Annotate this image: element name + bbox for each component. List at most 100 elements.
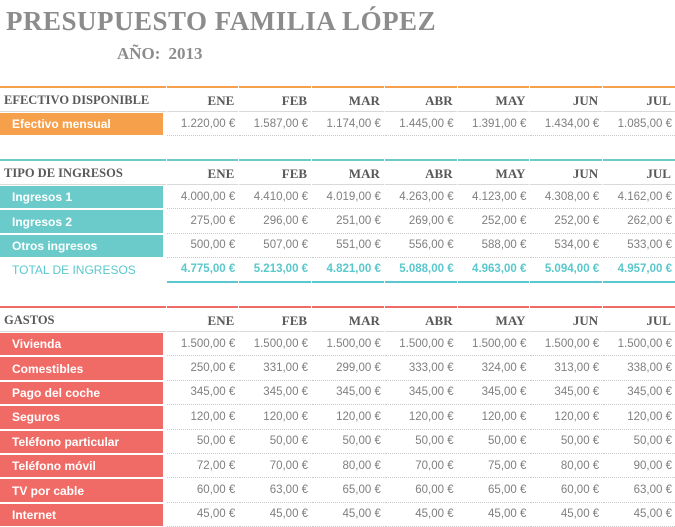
value-cell[interactable]: 4.019,00 € [312,185,384,210]
value-cell[interactable]: 1.500,00 € [312,332,384,357]
expenses-row-label[interactable]: Teléfono móvil [0,454,163,478]
value-cell[interactable]: 1.174,00 € [312,112,384,137]
value-cell[interactable]: 4.162,00 € [603,185,675,210]
value-cell[interactable]: 45,00 € [166,503,239,527]
expenses-label-cell[interactable]: Teléfono particular [0,430,166,454]
value-cell[interactable]: 63,00 € [603,478,675,503]
value-cell[interactable]: 70,00 € [384,454,457,479]
value-cell[interactable]: 80,00 € [530,454,603,479]
year-value[interactable]: 2013 [168,44,203,63]
income-label-cell[interactable]: Otros ingresos [0,234,166,258]
expenses-label-cell[interactable]: Comestibles [0,356,166,380]
value-cell[interactable]: 338,00 € [603,356,675,381]
value-cell[interactable]: 1.500,00 € [166,332,239,357]
value-cell[interactable]: 588,00 € [457,234,530,259]
value-cell[interactable]: 1.220,00 € [166,112,239,137]
value-cell[interactable]: 50,00 € [166,430,239,454]
value-cell[interactable]: 556,00 € [384,234,457,259]
value-cell[interactable]: 72,00 € [166,454,239,479]
cash-row-label[interactable]: Efectivo mensual [0,113,163,136]
value-cell[interactable]: 63,00 € [239,478,312,503]
value-cell[interactable]: 120,00 € [166,405,239,430]
value-cell[interactable]: 65,00 € [312,478,384,503]
value-cell[interactable]: 551,00 € [312,234,384,259]
expenses-row-label[interactable]: TV por cable [0,479,163,502]
income-row-label[interactable]: Ingresos 2 [0,210,163,233]
value-cell[interactable]: 50,00 € [312,430,384,454]
value-cell[interactable]: 80,00 € [312,454,384,479]
value-cell[interactable]: 333,00 € [384,356,457,381]
expenses-row-label[interactable]: Vivienda [0,333,163,356]
value-cell[interactable]: 345,00 € [384,381,457,406]
value-cell[interactable]: 324,00 € [457,356,530,381]
income-row-label[interactable]: Ingresos 1 [0,186,163,209]
value-cell[interactable]: 120,00 € [239,405,312,430]
value-cell[interactable]: 120,00 € [384,405,457,430]
value-cell[interactable]: 1.500,00 € [457,332,530,357]
total-value-cell[interactable]: 5.213,00 € [239,258,312,283]
value-cell[interactable]: 4.123,00 € [457,185,530,210]
income-label-cell[interactable]: Ingresos 2 [0,209,166,233]
value-cell[interactable]: 507,00 € [239,234,312,259]
value-cell[interactable]: 4.410,00 € [239,185,312,210]
value-cell[interactable]: 345,00 € [530,381,603,406]
value-cell[interactable]: 1.434,00 € [530,112,603,137]
value-cell[interactable]: 1.500,00 € [530,332,603,357]
value-cell[interactable]: 45,00 € [603,503,675,527]
expenses-row-label[interactable]: Comestibles [0,357,163,380]
value-cell[interactable]: 70,00 € [239,454,312,479]
expenses-label-cell[interactable]: Vivienda [0,332,166,356]
value-cell[interactable]: 120,00 € [312,405,384,430]
value-cell[interactable]: 45,00 € [384,503,457,527]
value-cell[interactable]: 60,00 € [530,478,603,503]
expenses-label-cell[interactable]: Teléfono móvil [0,454,166,478]
value-cell[interactable]: 345,00 € [312,381,384,406]
value-cell[interactable]: 500,00 € [166,234,239,259]
value-cell[interactable]: 1.085,00 € [603,112,675,137]
value-cell[interactable]: 252,00 € [457,209,530,234]
expenses-label-cell[interactable]: TV por cable [0,478,166,502]
value-cell[interactable]: 4.263,00 € [384,185,457,210]
value-cell[interactable]: 275,00 € [166,209,239,234]
value-cell[interactable]: 269,00 € [384,209,457,234]
expenses-row-label[interactable]: Pago del coche [0,381,163,405]
value-cell[interactable]: 65,00 € [457,478,530,503]
value-cell[interactable]: 120,00 € [530,405,603,430]
total-value-cell[interactable]: 4.775,00 € [166,258,239,283]
value-cell[interactable]: 50,00 € [384,430,457,454]
value-cell[interactable]: 45,00 € [457,503,530,527]
cash-label-cell[interactable]: Efectivo mensual [0,112,166,136]
value-cell[interactable]: 50,00 € [239,430,312,454]
expenses-label-cell[interactable]: Pago del coche [0,381,166,405]
value-cell[interactable]: 60,00 € [384,478,457,503]
total-value-cell[interactable]: 4.963,00 € [457,258,530,283]
value-cell[interactable]: 45,00 € [312,503,384,527]
expenses-row-label[interactable]: Internet [0,503,163,527]
total-value-cell[interactable]: 4.957,00 € [603,258,675,283]
value-cell[interactable]: 533,00 € [603,234,675,259]
value-cell[interactable]: 250,00 € [166,356,239,381]
value-cell[interactable]: 1.500,00 € [239,332,312,357]
value-cell[interactable]: 534,00 € [530,234,603,259]
value-cell[interactable]: 299,00 € [312,356,384,381]
value-cell[interactable]: 75,00 € [457,454,530,479]
value-cell[interactable]: 1.445,00 € [384,112,457,137]
value-cell[interactable]: 345,00 € [603,381,675,406]
value-cell[interactable]: 60,00 € [166,478,239,503]
value-cell[interactable]: 313,00 € [530,356,603,381]
value-cell[interactable]: 45,00 € [239,503,312,527]
value-cell[interactable]: 45,00 € [530,503,603,527]
value-cell[interactable]: 296,00 € [239,209,312,234]
total-value-cell[interactable]: 4.821,00 € [312,258,384,283]
value-cell[interactable]: 120,00 € [457,405,530,430]
value-cell[interactable]: 4.308,00 € [530,185,603,210]
value-cell[interactable]: 120,00 € [603,405,675,430]
income-label-cell[interactable]: Ingresos 1 [0,185,166,209]
value-cell[interactable]: 252,00 € [530,209,603,234]
value-cell[interactable]: 1.587,00 € [239,112,312,137]
value-cell[interactable]: 1.391,00 € [457,112,530,137]
value-cell[interactable]: 50,00 € [603,430,675,454]
value-cell[interactable]: 251,00 € [312,209,384,234]
income-row-label[interactable]: Otros ingresos [0,234,163,258]
expenses-row-label[interactable]: Teléfono particular [0,430,163,453]
